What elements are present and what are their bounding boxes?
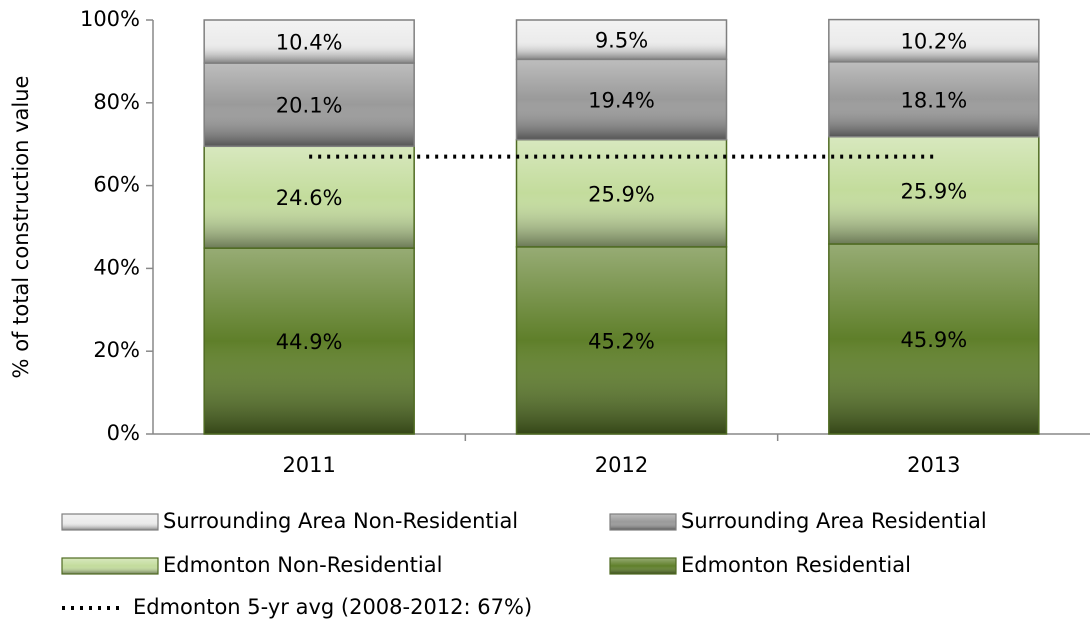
x-tick-label: 2013 [907, 453, 960, 477]
value-label: 9.5% [595, 29, 648, 53]
value-label: 10.4% [276, 31, 343, 55]
bar-shade [828, 18, 1040, 63]
x-tick-label: 2011 [282, 453, 335, 477]
bar-shade [828, 243, 1040, 435]
value-label: 20.1% [276, 94, 343, 118]
bar-shade [203, 145, 415, 249]
y-axis-label: % of total construction value [9, 76, 33, 379]
y-tick-label: 100% [80, 7, 140, 31]
bar-shade [203, 247, 415, 435]
bar-shade [203, 19, 415, 64]
legend-label: Edmonton Residential [681, 553, 911, 577]
value-label: 45.9% [900, 328, 967, 352]
bar-shade [828, 135, 1040, 245]
legend-swatch-shade [609, 513, 677, 531]
y-tick-label: 0% [107, 421, 140, 445]
y-tick-label: 60% [93, 173, 140, 197]
y-tick-label: 80% [93, 90, 140, 114]
legend-label: Surrounding Area Non-Residential [163, 509, 518, 533]
bar-shade [515, 246, 728, 435]
value-label: 24.6% [276, 186, 343, 210]
value-label: 25.9% [900, 179, 967, 203]
legend-label: Edmonton Non-Residential [163, 553, 442, 577]
legend-swatch-shade [609, 557, 677, 575]
legend-swatch-shade [61, 513, 159, 531]
bar-shade [515, 58, 728, 141]
legend-label: Surrounding Area Residential [681, 509, 987, 533]
value-label: 44.9% [276, 330, 343, 354]
bar-shade [515, 138, 728, 248]
value-label: 25.9% [588, 182, 655, 206]
bar-shade [828, 61, 1040, 138]
legend-label: Edmonton 5-yr avg (2008-2012: 67%) [133, 595, 532, 619]
value-label: 10.2% [900, 30, 967, 54]
bar-shade [515, 19, 728, 61]
value-label: 45.2% [588, 329, 655, 353]
bar-shade [203, 62, 415, 148]
legend-swatch-shade [61, 557, 159, 575]
y-tick-label: 20% [93, 338, 140, 362]
value-label: 18.1% [900, 88, 967, 112]
value-label: 19.4% [588, 88, 655, 112]
y-tick-label: 40% [93, 255, 140, 279]
x-tick-label: 2012 [595, 453, 648, 477]
